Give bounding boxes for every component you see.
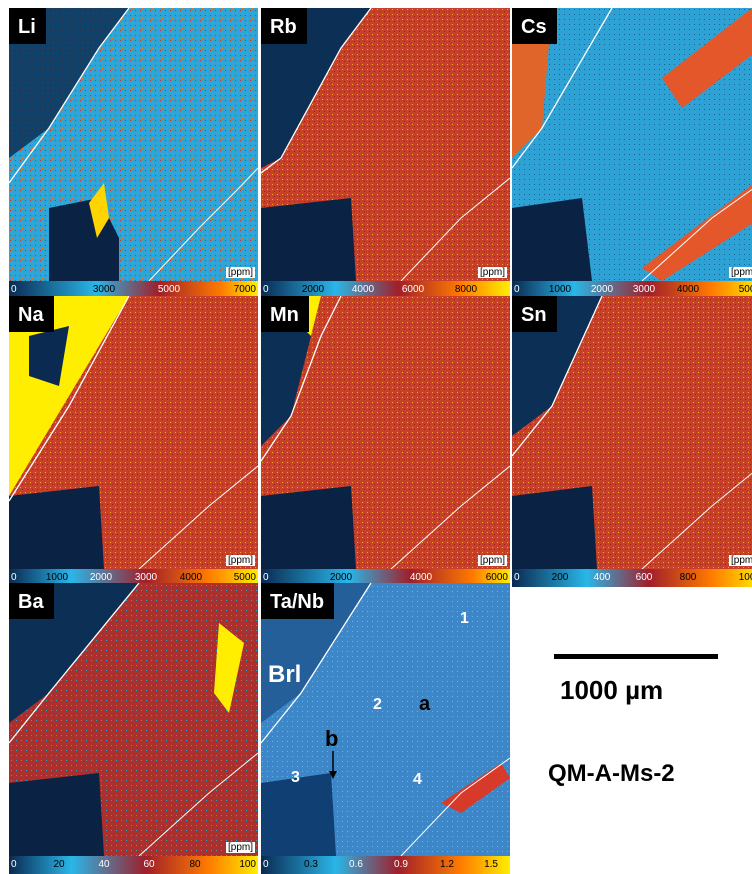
panel-label: Mn	[261, 296, 309, 332]
scale-bar-label: 1000 µm	[560, 675, 664, 705]
panel-label: Na	[9, 296, 54, 332]
color-bar: 0 2000 4000 6000 8000	[261, 281, 510, 299]
sn-map	[512, 296, 752, 569]
tick-label: 800	[679, 572, 697, 583]
unit-label: [ppm]	[477, 555, 507, 566]
annotation-zone-2: 2	[373, 696, 382, 713]
tick-label: 2000	[89, 572, 113, 583]
panel-label: Li	[9, 8, 46, 44]
tick-label: 7000	[233, 284, 256, 295]
tick-label: 1000	[45, 572, 69, 583]
panel-label: Sn	[512, 296, 557, 332]
annotation-zone-3: 3	[291, 769, 300, 786]
unit-label: [ppm]	[225, 555, 255, 566]
na-map	[9, 296, 258, 569]
map-panel-cs: Cs [ppm] 0 1000 2000 3000 4000 5000	[512, 8, 752, 299]
panel-label: Rb	[261, 8, 307, 44]
map-panel-rb: Rb [ppm] 0 2000 4000 6000 8000	[261, 8, 510, 299]
tick-label: 8000	[454, 284, 478, 295]
map-panel-ta-nb: Ta/Nb Brl 1 2 a b 3 4 0 0.3 0.6 0.9 1.2 …	[261, 583, 510, 874]
li-map	[9, 8, 258, 281]
tick-label: 100	[239, 859, 256, 870]
tick-label: 0	[514, 284, 520, 295]
unit-label: [ppm]	[225, 267, 255, 278]
scale-bar	[554, 654, 718, 659]
tick-label: 4000	[179, 572, 203, 583]
unit-label: [ppm]	[225, 842, 255, 853]
tick-label: 2000	[329, 572, 353, 583]
ba-map	[9, 583, 258, 856]
tick-label: 1000	[548, 284, 572, 295]
map-panel-na: Na [ppm] 0 1000 2000 3000 4000 5000	[9, 296, 258, 587]
tick-label: 0	[11, 572, 17, 583]
tick-label: 0.3	[304, 859, 318, 870]
annotation-zone-4: 4	[413, 771, 422, 788]
tick-label: 5000	[738, 284, 752, 295]
tick-label: 1000	[738, 572, 752, 583]
tick-label: 0	[514, 572, 520, 583]
tick-label: 4000	[676, 284, 700, 295]
tick-label: 3000	[134, 572, 158, 583]
map-panel-mn: Mn [ppm] 0 2000 4000 6000	[261, 296, 510, 587]
tick-label: 4000	[351, 284, 375, 295]
tick-label: 2000	[590, 284, 614, 295]
tick-label: 6000	[401, 284, 425, 295]
map-panel-sn: Sn [ppm] 0 200 400 600 800 1000	[512, 296, 752, 587]
tick-label: 5000	[233, 572, 256, 583]
tick-label: 3000	[92, 284, 116, 295]
tick-label: 5000	[157, 284, 181, 295]
color-bar: 0 1000 2000 3000 4000 5000	[9, 569, 258, 587]
color-bar: 0 2000 4000 6000	[261, 569, 510, 587]
panel-label: Cs	[512, 8, 557, 44]
annotation-brl: Brl	[268, 661, 302, 688]
cs-map	[512, 8, 752, 281]
tick-label: 0	[263, 284, 269, 295]
tick-label: 80	[189, 859, 201, 870]
unit-label: [ppm]	[728, 555, 752, 566]
panel-label: Ba	[9, 583, 54, 619]
annotation-b: b	[325, 726, 339, 751]
tick-label: 40	[98, 859, 110, 870]
map-panel-li: Li [ppm] 0 3000 5000 7000	[9, 8, 258, 299]
panel-label: Ta/Nb	[261, 583, 335, 619]
annotation-a: a	[419, 693, 431, 715]
tick-label: 400	[593, 572, 611, 583]
tick-label: 20	[53, 859, 65, 870]
tick-label: 0.9	[394, 859, 408, 870]
unit-label: [ppm]	[477, 267, 507, 278]
tick-label: 6000	[485, 572, 508, 583]
tick-label: 4000	[409, 572, 433, 583]
sample-name: QM-A-Ms-2	[548, 760, 675, 787]
color-bar: 0 3000 5000 7000	[9, 281, 258, 299]
mn-map	[261, 296, 510, 569]
color-bar: 0 20 40 60 80 100	[9, 856, 258, 874]
tick-label: 0	[263, 859, 269, 870]
annotation-zone-1: 1	[460, 610, 469, 627]
color-bar: 0 200 400 600 800 1000	[512, 569, 752, 587]
map-panel-ba: Ba [ppm] 0 20 40 60 80 100	[9, 583, 258, 874]
tick-label: 2000	[301, 284, 325, 295]
tick-label: 0.6	[349, 859, 363, 870]
color-bar: 0 0.3 0.6 0.9 1.2 1.5	[261, 856, 510, 874]
tick-label: 200	[551, 572, 569, 583]
tick-label: 60	[143, 859, 155, 870]
tick-label: 1.2	[440, 859, 454, 870]
tick-label: 0	[11, 859, 17, 870]
tick-label: 0	[263, 572, 269, 583]
ta-nb-map	[261, 583, 510, 856]
tick-label: 600	[635, 572, 653, 583]
color-bar: 0 1000 2000 3000 4000 5000	[512, 281, 752, 299]
unit-label: [ppm]	[728, 267, 752, 278]
tick-label: 3000	[632, 284, 656, 295]
tick-label: 1.5	[484, 859, 498, 870]
tick-label: 0	[11, 284, 17, 295]
rb-map	[261, 8, 510, 281]
